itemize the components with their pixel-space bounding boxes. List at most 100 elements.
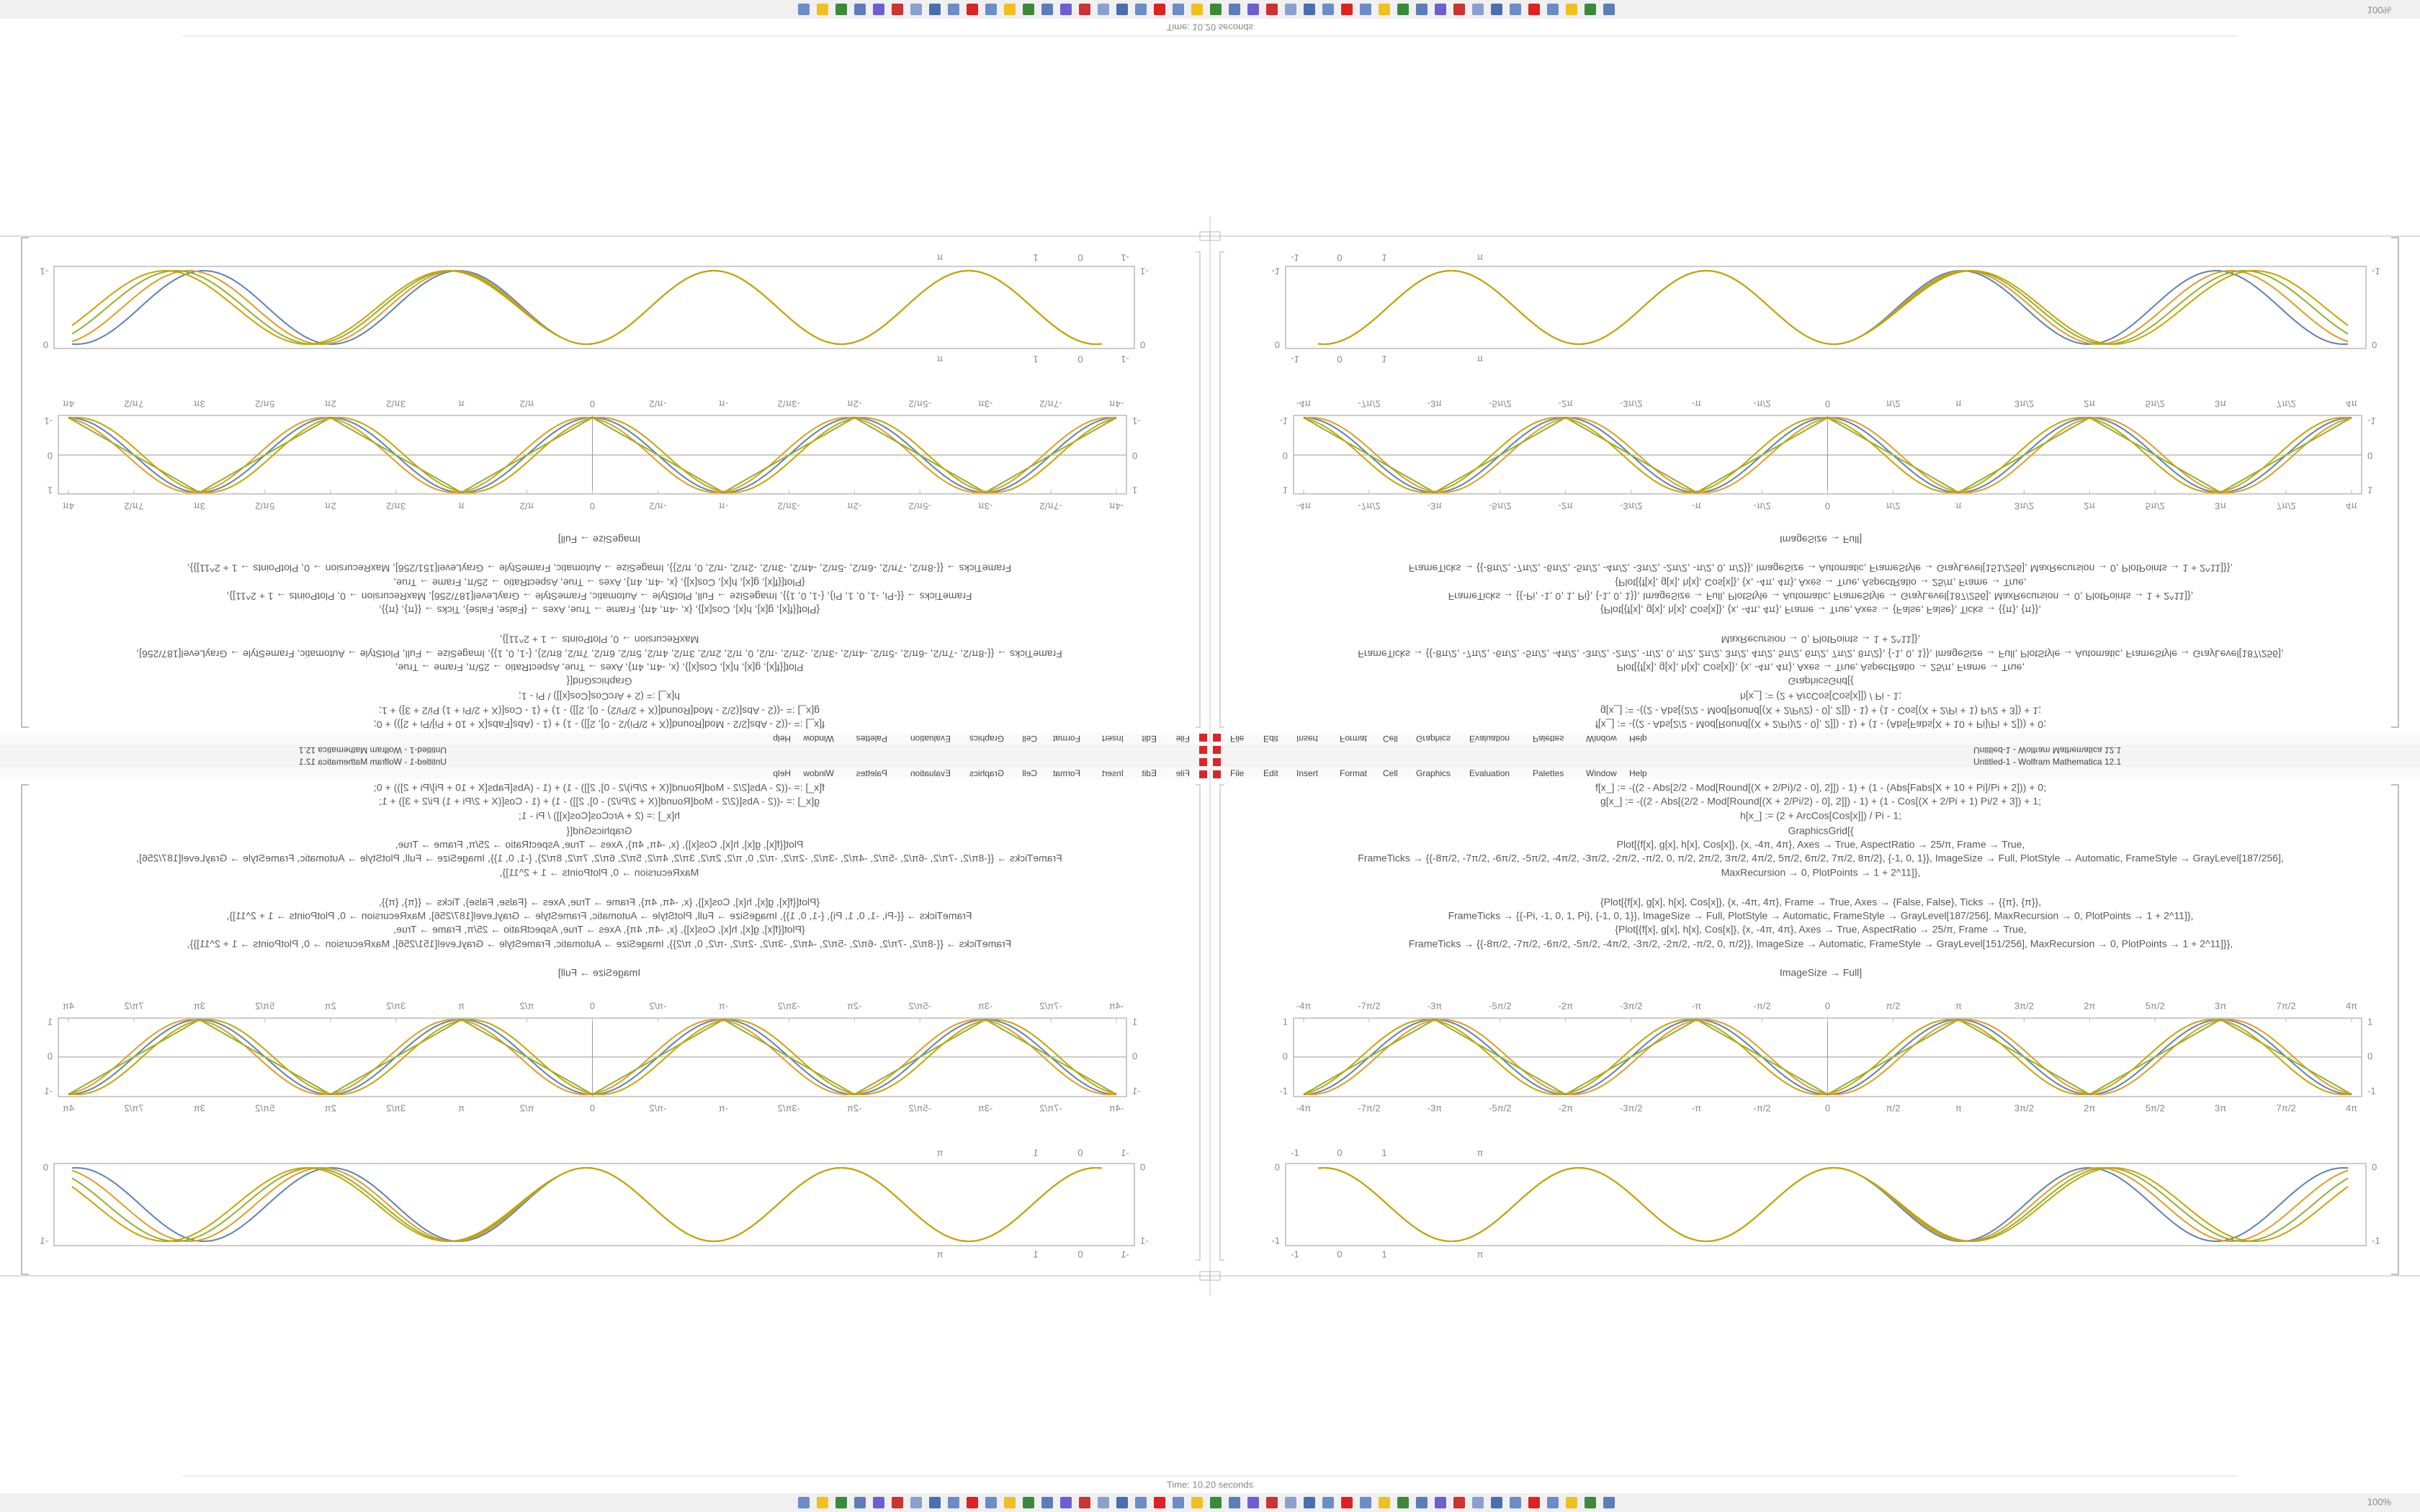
taskbar-icon[interactable] — [1098, 4, 1109, 15]
taskbar-icon[interactable] — [1023, 4, 1034, 15]
menu-item[interactable]: Evaluation — [1469, 768, 1510, 778]
taskbar-icon[interactable] — [1079, 1497, 1090, 1508]
menu-item[interactable]: Format — [1340, 768, 1368, 778]
taskbar-icon[interactable] — [1060, 1497, 1072, 1508]
taskbar-icon[interactable] — [929, 1497, 941, 1508]
menu-item[interactable]: Graphics — [1416, 734, 1451, 744]
menu-item[interactable]: Palettes — [856, 768, 887, 778]
menu-item[interactable]: Cell — [1022, 734, 1037, 744]
taskbar-icon[interactable] — [1023, 1497, 1034, 1508]
taskbar-icon[interactable] — [873, 4, 884, 15]
menu-item[interactable]: Palettes — [856, 734, 887, 744]
taskbar-icon[interactable] — [1247, 1497, 1259, 1508]
menu-item[interactable]: Window — [803, 768, 834, 778]
taskbar-icon[interactable] — [929, 4, 941, 15]
taskbar-icon[interactable] — [854, 4, 866, 15]
close-button[interactable] — [1213, 734, 1221, 742]
taskbar-icon[interactable] — [1528, 4, 1540, 15]
taskbar-icon[interactable] — [1191, 4, 1203, 15]
menu-item[interactable]: File — [1230, 734, 1245, 744]
taskbar-icon[interactable] — [1247, 4, 1259, 15]
menu-item[interactable]: Edit — [1142, 734, 1157, 744]
taskbar-icon[interactable] — [1135, 1497, 1147, 1508]
taskbar-icon[interactable] — [1004, 1497, 1016, 1508]
menu-item[interactable]: Graphics — [1416, 768, 1451, 778]
menu-item[interactable]: Palettes — [1533, 734, 1564, 744]
taskbar-icon[interactable] — [1116, 4, 1128, 15]
menu-item[interactable]: Help — [773, 734, 791, 744]
menu-item[interactable]: Insert — [1101, 734, 1124, 744]
taskbar-icon[interactable] — [1435, 1497, 1446, 1508]
taskbar-icon[interactable] — [1547, 1497, 1559, 1508]
taskbar-icon[interactable] — [1397, 4, 1409, 15]
menu-item[interactable]: Cell — [1383, 768, 1398, 778]
taskbar-icon[interactable] — [1566, 4, 1577, 15]
taskbar-icon[interactable] — [1116, 1497, 1128, 1508]
close-button[interactable] — [1213, 758, 1221, 766]
taskbar-icon[interactable] — [1304, 1497, 1315, 1508]
taskbar-icon[interactable] — [1285, 4, 1296, 15]
menu-item[interactable]: Edit — [1263, 734, 1278, 744]
taskbar-icon[interactable] — [1566, 1497, 1577, 1508]
taskbar-icon[interactable] — [1173, 4, 1184, 15]
close-button[interactable] — [1199, 746, 1207, 754]
taskbar-icon[interactable] — [1304, 4, 1315, 15]
taskbar-icon[interactable] — [1585, 1497, 1596, 1508]
taskbar-icon[interactable] — [1210, 1497, 1222, 1508]
taskbar-icon[interactable] — [1266, 1497, 1278, 1508]
close-button[interactable] — [1199, 758, 1207, 766]
close-button[interactable] — [1213, 746, 1221, 754]
menu-item[interactable]: File — [1175, 734, 1190, 744]
taskbar-icon[interactable] — [1229, 4, 1240, 15]
menu-item[interactable]: Cell — [1022, 768, 1037, 778]
taskbar-icon[interactable] — [1322, 4, 1334, 15]
menu-item[interactable]: Window — [803, 734, 834, 744]
taskbar-icon[interactable] — [1585, 4, 1596, 15]
taskbar-icon[interactable] — [835, 1497, 847, 1508]
taskbar-icon[interactable] — [1041, 1497, 1053, 1508]
taskbar-icon[interactable] — [798, 4, 810, 15]
taskbar-icon[interactable] — [1397, 1497, 1409, 1508]
menu-item[interactable]: Edit — [1263, 768, 1278, 778]
menu-item[interactable]: Insert — [1296, 768, 1319, 778]
taskbar-icon[interactable] — [1435, 4, 1446, 15]
menu-item[interactable]: Evaluation — [910, 768, 951, 778]
taskbar-icon[interactable] — [1135, 4, 1147, 15]
taskbar-icon[interactable] — [1453, 4, 1465, 15]
taskbar-icon[interactable] — [1266, 4, 1278, 15]
taskbar-icon[interactable] — [1229, 1497, 1240, 1508]
menu-item[interactable]: Window — [1586, 768, 1617, 778]
taskbar-icon[interactable] — [817, 1497, 828, 1508]
taskbar-icon[interactable] — [1491, 1497, 1502, 1508]
menu-item[interactable]: Format — [1052, 768, 1080, 778]
taskbar-icon[interactable] — [967, 4, 978, 15]
taskbar-icon[interactable] — [1060, 4, 1072, 15]
menu-item[interactable]: Evaluation — [1469, 734, 1510, 744]
taskbar-icon[interactable] — [1154, 1497, 1165, 1508]
menu-item[interactable]: Insert — [1101, 768, 1124, 778]
taskbar-icon[interactable] — [1191, 1497, 1203, 1508]
taskbar-icon[interactable] — [985, 1497, 997, 1508]
taskbar-icon[interactable] — [1528, 1497, 1540, 1508]
taskbar-icon[interactable] — [1098, 1497, 1109, 1508]
taskbar-icon[interactable] — [1341, 1497, 1353, 1508]
taskbar-icon[interactable] — [1360, 4, 1371, 15]
menu-item[interactable]: Evaluation — [910, 734, 951, 744]
menu-item[interactable]: Help — [1629, 768, 1647, 778]
taskbar-icon[interactable] — [1041, 4, 1053, 15]
menu-item[interactable]: File — [1175, 768, 1190, 778]
taskbar-icon[interactable] — [1603, 1497, 1615, 1508]
taskbar-icon[interactable] — [798, 1497, 810, 1508]
taskbar-icon[interactable] — [817, 4, 828, 15]
taskbar-icon[interactable] — [835, 4, 847, 15]
taskbar-icon[interactable] — [1453, 1497, 1465, 1508]
taskbar-icon[interactable] — [892, 4, 903, 15]
taskbar-icon[interactable] — [1379, 4, 1390, 15]
taskbar-icon[interactable] — [985, 4, 997, 15]
taskbar-icon[interactable] — [1079, 4, 1090, 15]
taskbar-icon[interactable] — [1510, 4, 1521, 15]
menu-item[interactable]: Graphics — [969, 768, 1004, 778]
menu-item[interactable]: Format — [1052, 734, 1080, 744]
taskbar-icon[interactable] — [910, 1497, 922, 1508]
taskbar-icon[interactable] — [854, 1497, 866, 1508]
